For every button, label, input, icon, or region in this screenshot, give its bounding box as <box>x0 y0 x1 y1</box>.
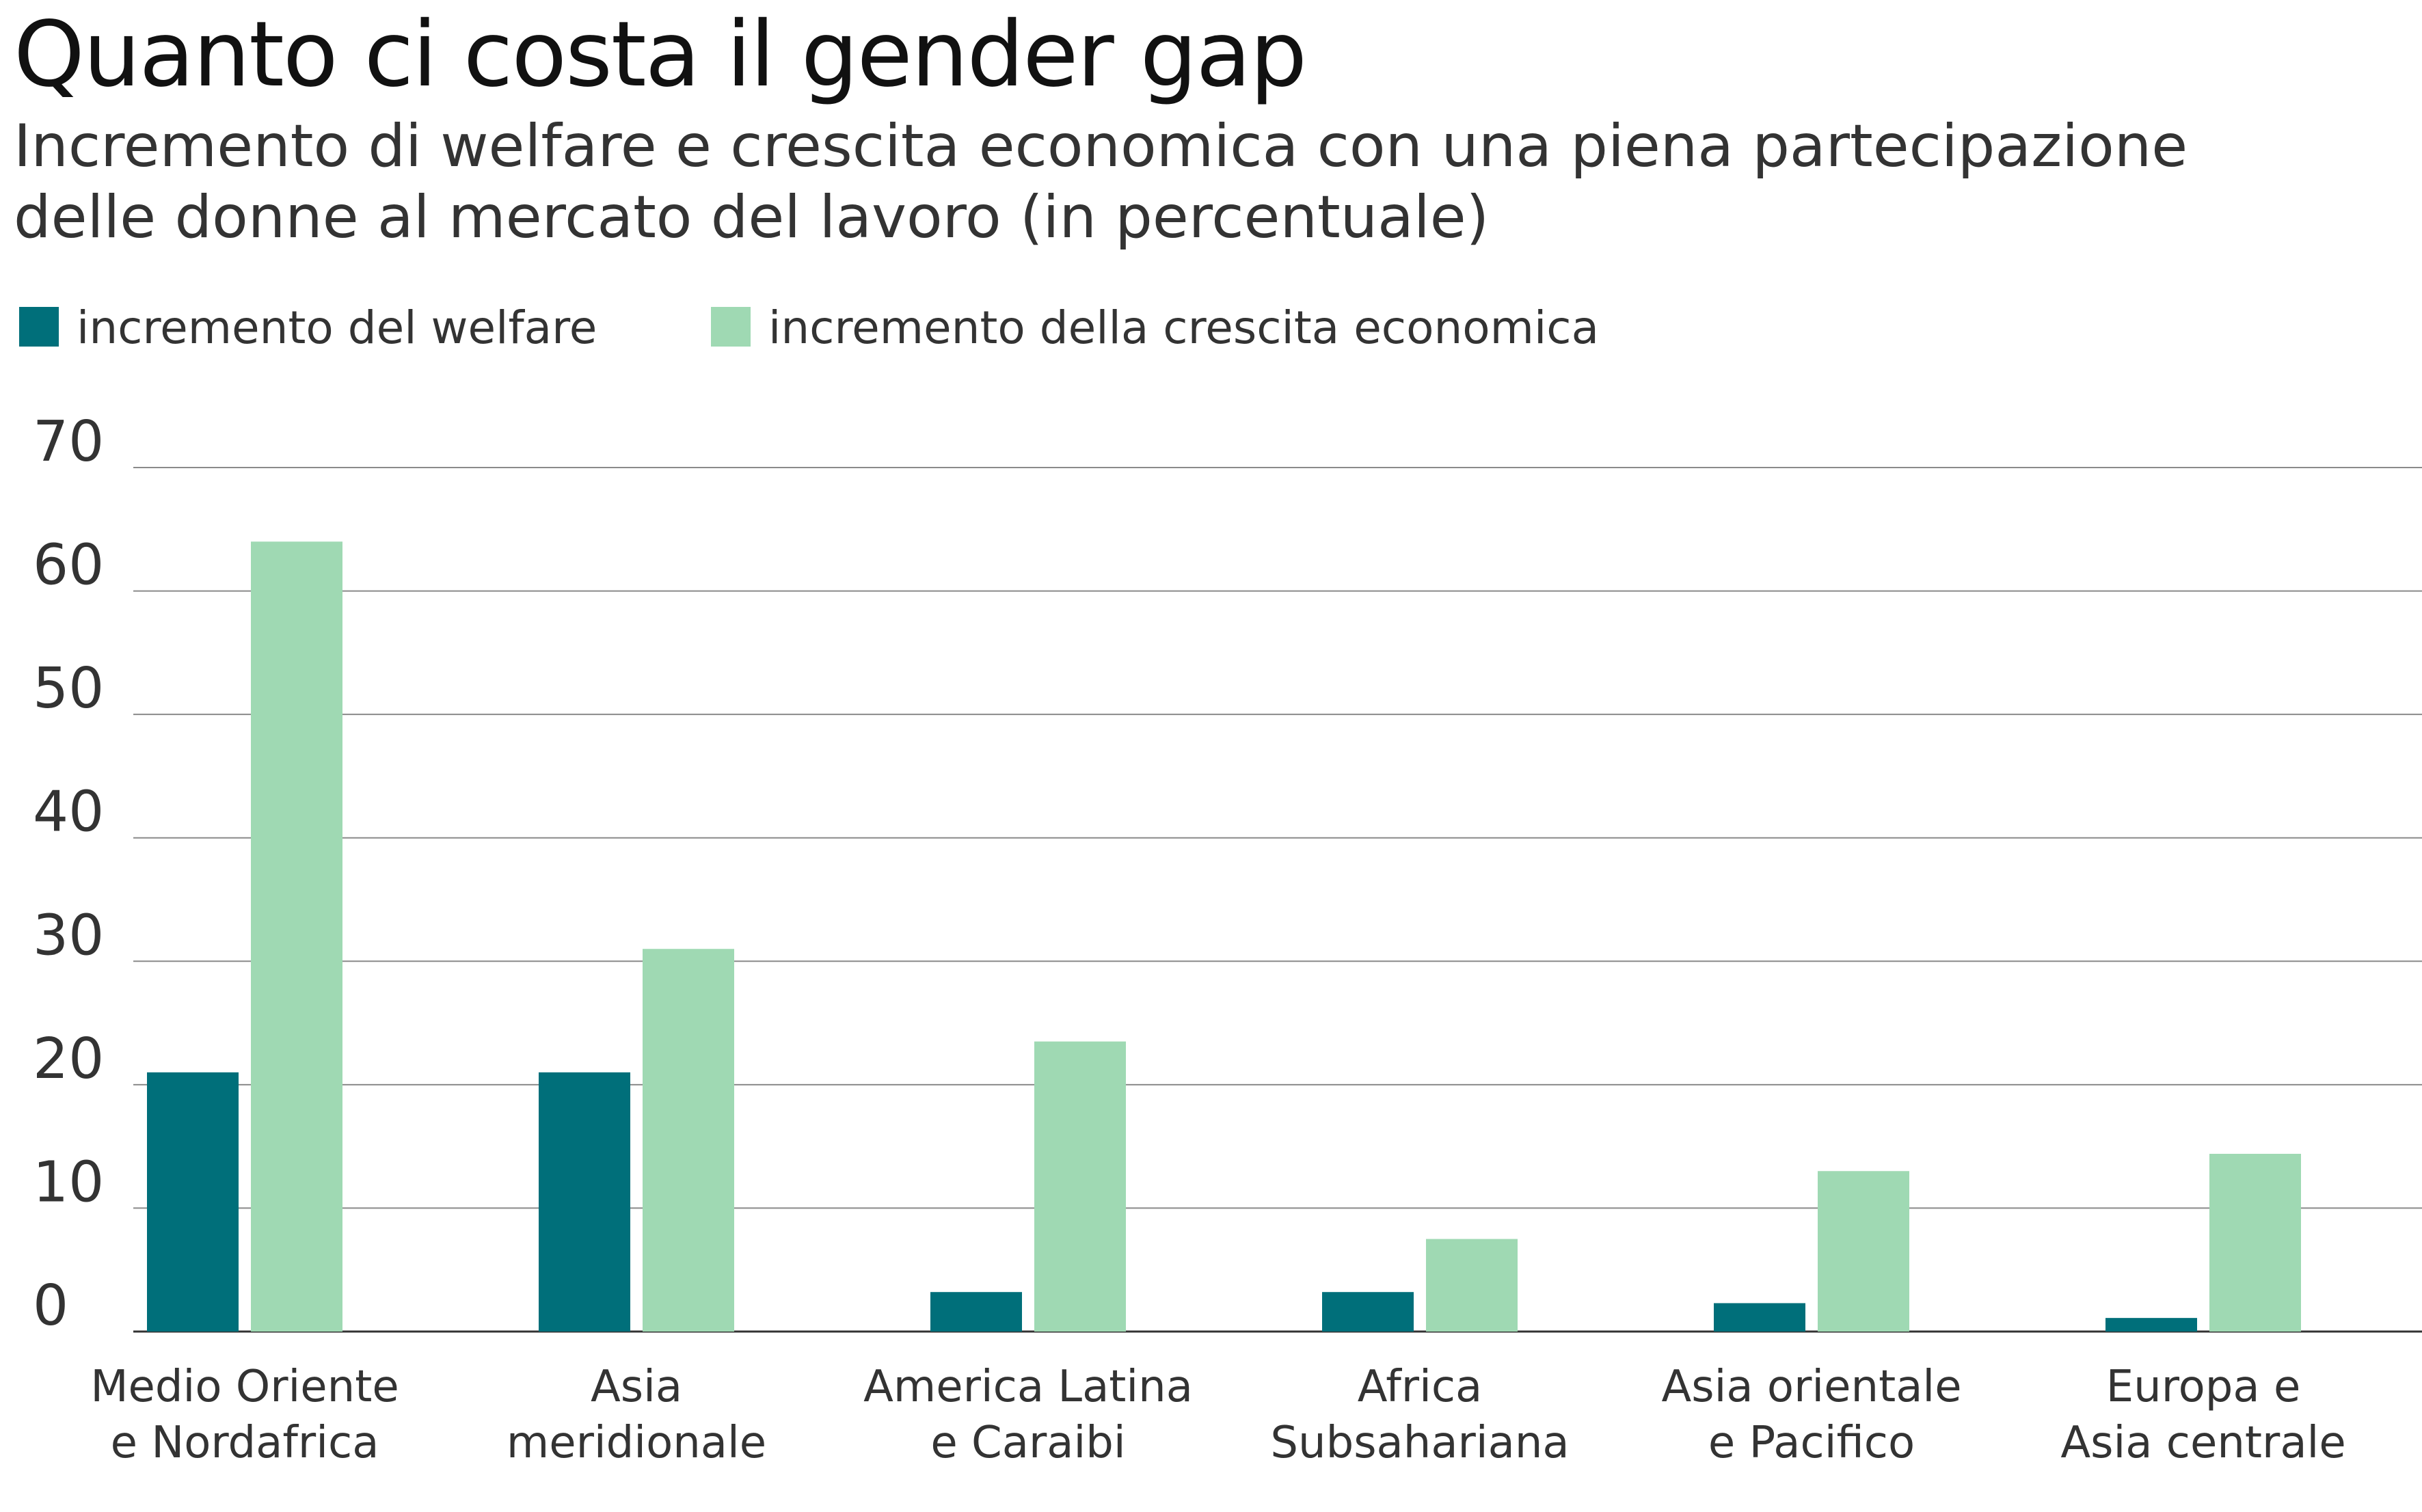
legend-item-crescita: incremento della crescita economica <box>711 301 1599 355</box>
x-tick-label-4-1: e Pacifico <box>1708 1418 1915 1468</box>
chart-subtitle: Incremento di welfare e crescita economi… <box>14 111 2201 253</box>
bar-welfare-1 <box>539 1072 630 1332</box>
bar-welfare-0 <box>147 1072 239 1332</box>
x-tick-label-4-0: Asia orientale <box>1661 1362 1961 1412</box>
x-tick-label-2-0: America Latina <box>863 1362 1193 1412</box>
bar-crescita-3 <box>1426 1239 1518 1332</box>
chart-title: Quanto ci costa il gender gap <box>14 2 1307 107</box>
bar-welfare-5 <box>2105 1318 2197 1332</box>
bar-crescita-5 <box>2209 1153 2301 1332</box>
subtitle-line-2: delle donne al mercato del lavoro (in pe… <box>14 183 1490 252</box>
x-tick-label-0-0: Medio Oriente <box>90 1362 399 1412</box>
legend-item-welfare: incremento del welfare <box>19 301 597 355</box>
x-tick-label-5-0: Europa e <box>2106 1362 2301 1412</box>
legend-label-welfare: incremento del welfare <box>77 301 597 354</box>
legend-swatch-crescita <box>711 306 751 347</box>
y-tick-label-40: 40 <box>33 780 104 845</box>
y-tick-label-20: 20 <box>33 1027 104 1092</box>
bar-welfare-3 <box>1322 1292 1414 1332</box>
x-tick-label-0-1: e Nordafrica <box>111 1418 379 1468</box>
y-tick-label-30: 30 <box>33 903 104 968</box>
legend-label-crescita: incremento della crescita economica <box>768 301 1600 354</box>
subtitle-line-1: Incremento di welfare e crescita economi… <box>14 112 2188 180</box>
bar-welfare-4 <box>1714 1303 1805 1332</box>
bar-welfare-2 <box>930 1292 1022 1332</box>
bar-crescita-1 <box>643 949 734 1332</box>
x-tick-label-3-0: Africa <box>1358 1362 1483 1412</box>
y-tick-label-50: 50 <box>33 656 104 721</box>
y-tick-label-60: 60 <box>33 533 104 598</box>
y-tick-label-0: 0 <box>33 1273 68 1338</box>
bar-crescita-2 <box>1034 1041 1126 1332</box>
x-tick-label-3-1: Subsahariana <box>1270 1418 1569 1468</box>
y-tick-label-70: 70 <box>33 409 104 474</box>
y-tick-label-10: 10 <box>33 1150 104 1215</box>
x-tick-label-1-1: meridionale <box>507 1418 766 1468</box>
x-tick-label-5-1: Asia centrale <box>2060 1418 2345 1468</box>
x-tick-label-1-0: Asia <box>591 1362 682 1412</box>
bar-crescita-4 <box>1818 1171 1909 1332</box>
legend-swatch-welfare <box>19 306 59 347</box>
x-tick-label-2-1: e Caraibi <box>930 1418 1125 1468</box>
bar-crescita-0 <box>251 541 342 1332</box>
